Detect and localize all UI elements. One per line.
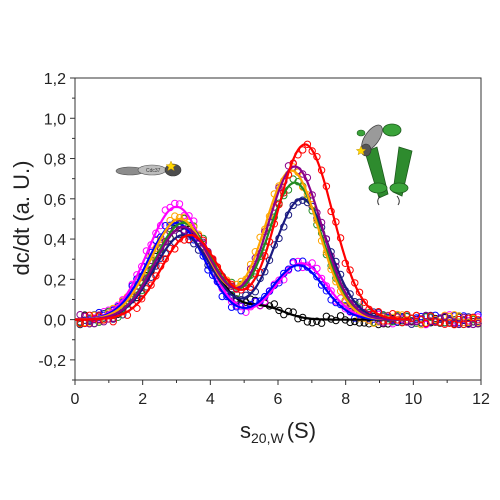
data-marker: [445, 319, 454, 327]
data-marker: [469, 320, 477, 329]
data-marker: [109, 318, 117, 326]
data-marker: [332, 298, 340, 307]
data-marker: [227, 298, 236, 306]
data-marker: [412, 311, 421, 320]
data-marker: [138, 295, 146, 303]
data-marker: [299, 146, 307, 154]
data-marker: [351, 317, 359, 326]
data-marker: [464, 314, 473, 322]
data-marker: [90, 319, 99, 328]
data-marker: [308, 259, 316, 267]
data-marker: [393, 310, 402, 319]
data-marker: [389, 310, 397, 318]
axis-ticks: 0 2 4 6 8 10 12 -0,2 0,0 0,2 0,4 0,6 0,8 1,0 1,2: [38, 71, 490, 408]
y-tick-label: 1,2: [44, 71, 66, 88]
data-marker: [412, 314, 421, 322]
data-marker: [313, 317, 321, 325]
data-marker: [403, 310, 411, 319]
data-marker: [431, 318, 439, 326]
fit-curve: [75, 165, 412, 321]
data-marker: [422, 319, 430, 328]
x-axis-title: s20,W (S): [240, 418, 316, 446]
fit-curves: [74, 143, 412, 321]
data-marker: [284, 265, 293, 273]
data-marker: [455, 320, 463, 328]
y-tick-label: -0,2: [38, 353, 66, 370]
data-marker: [417, 312, 425, 321]
monomer-label: Cdc37: [146, 168, 161, 174]
data-marker: [227, 303, 236, 311]
x-tick-label: 4: [206, 391, 215, 408]
dimer-cartoon: [355, 123, 413, 206]
data-marker: [76, 311, 84, 319]
data-marker: [417, 315, 425, 324]
data-marker: [441, 320, 449, 328]
star-icon: [355, 145, 367, 156]
star-icon: [165, 160, 177, 172]
y-axis-title: dc/dt (a. U.): [9, 161, 34, 276]
monomer-cartoon: Cdc37: [115, 160, 182, 177]
data-marker: [455, 315, 463, 324]
x-tick-label: 2: [138, 391, 147, 408]
x-axis-title-unit: (S): [287, 418, 316, 443]
x-tick-label: 10: [404, 391, 422, 408]
data-marker: [441, 312, 449, 321]
y-tick-label: 0,2: [44, 272, 66, 289]
data-marker: [308, 147, 316, 155]
x-axis-title-sub: 20,W: [251, 430, 284, 446]
y-tick-label: 0,8: [44, 152, 66, 169]
x-tick-label: 0: [71, 391, 80, 408]
fit-curve: [75, 221, 412, 321]
data-marker: [85, 320, 94, 328]
fit-curve: [75, 143, 412, 321]
data-marker: [474, 316, 482, 324]
data-marker: [227, 291, 236, 299]
data-marker: [436, 318, 444, 326]
data-marker: [360, 298, 368, 306]
fit-curve: [74, 169, 412, 321]
data-marker: [455, 312, 463, 320]
data-marker: [426, 317, 435, 325]
data-marker: [237, 277, 245, 286]
x-axis-title-main: s: [240, 418, 251, 443]
x-tick-label: 8: [341, 391, 350, 408]
data-marker: [464, 318, 473, 326]
data-marker: [474, 319, 482, 328]
data-marker: [436, 314, 444, 322]
data-marker: [289, 201, 297, 210]
data-marker: [450, 320, 458, 329]
data-marker: [450, 311, 458, 319]
x-tick-label: 6: [274, 391, 283, 408]
y-tick-label: 0,0: [44, 313, 66, 330]
data-marker: [317, 281, 326, 289]
data-marker: [322, 287, 331, 295]
data-marker: [422, 311, 430, 320]
y-tick-label: 0,6: [44, 192, 66, 209]
data-marker: [426, 312, 435, 320]
y-tick-label: 1,0: [44, 111, 66, 128]
x-tick-label: 12: [472, 391, 490, 408]
data-marker: [299, 170, 307, 178]
y-tick-label: 0,4: [44, 232, 66, 249]
data-marker: [147, 281, 155, 289]
data-marker: [299, 257, 307, 265]
data-marker: [460, 320, 468, 328]
